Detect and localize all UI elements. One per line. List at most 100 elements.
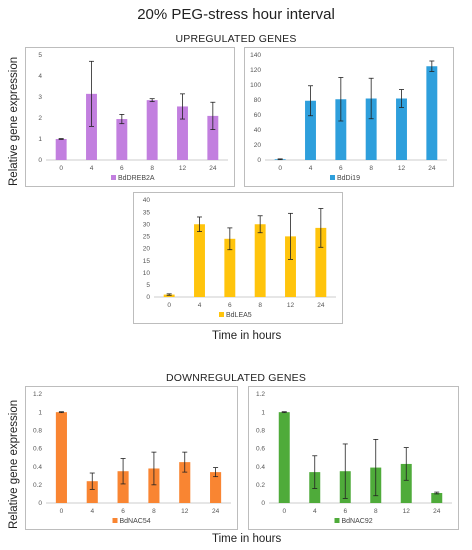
legend-label: BdDREB2A [118,175,155,182]
bar-24h [210,472,222,503]
bar-6h [116,119,128,160]
bar-chart-bdnac54: 0 0.2 0.4 0.6 0.8 1 1.2 0 4 6 8 12 24 BdNAC54 [33,391,231,525]
y-tick-label: 20 [254,142,262,149]
bar-12h [400,463,412,503]
bar-24h [426,66,438,160]
y-tick-label: 20 [143,246,151,253]
legend-label: BdNAC54 [120,518,151,525]
y-tick-label: 0.8 [33,428,42,435]
bar-12h [396,98,407,160]
x-tick-label: 0 [278,165,282,172]
y-tick-label: 1.2 [256,391,265,398]
bar-4h [86,481,98,503]
x-tick-label: 6 [121,508,125,515]
y-tick-label: 30 [143,221,151,228]
x-tick-label: 0 [167,302,171,309]
legend-swatch [334,518,340,523]
x-tick-label: 24 [317,302,325,309]
y-tick-label: 0 [146,294,150,301]
y-tick-label: 10 [143,270,151,277]
chart-panel-bdlea5: 0 5 10 15 20 25 30 35 40 0 4 6 8 12 24 BdLEA5 [133,192,343,324]
y-tick-label: 0.6 [33,446,42,453]
y-tick-label: 100 [250,82,261,89]
y-tick-label: 5 [38,52,42,59]
x-tick-label: 12 [287,302,295,309]
x-tick-label: 4 [309,165,313,172]
bar-0h [163,294,175,297]
x-tick-label: 8 [369,165,373,172]
downregulated-heading: DOWNREGULATED GENES [165,372,307,384]
y-tick-label: 0 [261,500,265,507]
x-tick-label: 6 [343,508,347,515]
x-tick-label: 12 [179,165,187,172]
x-tick-label: 24 [209,165,217,172]
y-tick-label: 25 [143,234,151,241]
x-tick-label: 6 [228,302,232,309]
x-tick-label: 0 [282,508,286,515]
bar-0h [55,412,67,503]
x-tick-label: 4 [90,165,94,172]
y-tick-label: 40 [254,127,262,134]
x-tick-label: 12 [181,508,189,515]
y-tick-label: 60 [254,112,262,119]
bar-12h [177,106,188,160]
y-tick-label: 35 [143,209,151,216]
y-axis-label-upregulated: Relative gene expression [8,56,20,186]
y-tick-label: 1 [38,409,42,416]
y-tick-label: 1.2 [33,391,42,398]
x-tick-label: 8 [258,302,262,309]
x-tick-label: 6 [120,165,124,172]
x-tick-label: 4 [313,508,317,515]
chart-panel-bddi19: 0 20 40 60 80 100 120 140 0 4 6 8 12 24 BdDi19 [244,47,454,187]
chart-panel-bdnac92: 0 0.2 0.4 0.6 0.8 1 1.2 0 4 6 8 12 24 BdNAC92 [248,386,459,530]
y-tick-label: 0 [257,157,261,164]
chart-panel-bddreb2a: 0 1 2 3 4 5 0 4 6 8 12 24 BdDREB2A [25,47,235,187]
legend-swatch [112,518,118,523]
y-tick-label: 40 [143,197,151,204]
y-tick-label: 3 [38,94,42,101]
y-tick-label: 1 [261,409,265,416]
legend-swatch [111,175,116,180]
x-tick-label: 12 [398,165,406,172]
x-tick-label: 4 [198,302,202,309]
legend-swatch [330,175,335,180]
x-tick-label: 8 [150,165,154,172]
y-tick-label: 0.2 [33,482,42,489]
x-tick-label: 0 [60,508,64,515]
y-tick-label: 0.4 [33,464,42,471]
y-tick-label: 2 [38,115,42,122]
figure-title: 20% PEG-stress hour interval [137,6,335,23]
y-tick-label: 5 [146,282,150,289]
bar-6h [335,99,347,160]
bar-8h [146,100,158,160]
x-axis-label-downregulated: Time in hours [212,533,282,545]
x-axis-label-upregulated: Time in hours [212,330,282,342]
bar-6h [117,471,129,503]
bar-4h [194,224,205,297]
x-tick-label: 24 [433,508,441,515]
bar-chart-bddi19: 0 20 40 60 80 100 120 140 0 4 6 8 12 24 BdDi19 [250,52,447,182]
bar-8h [365,98,377,160]
bar-6h [224,238,236,297]
upregulated-heading: UPREGULATED GENES [175,33,297,45]
legend-label: BdNAC92 [342,518,373,525]
bar-0h [278,412,290,503]
bar-4h [86,93,97,160]
y-tick-label: 0.2 [256,482,265,489]
legend-label: BdLEA5 [226,312,252,319]
bar-8h [254,224,266,297]
y-tick-label: 15 [143,258,151,265]
x-tick-label: 8 [374,508,378,515]
chart-panel-bdnac54: 0 0.2 0.4 0.6 0.8 1 1.2 0 4 6 8 12 24 BdNAC54 [25,386,238,530]
legend-swatch [219,312,224,317]
x-tick-label: 4 [90,508,94,515]
x-tick-label: 6 [339,165,343,172]
bar-12h [179,462,191,503]
bar-4h [305,100,316,160]
y-tick-label: 80 [254,97,262,104]
y-axis-label-downregulated: Relative gene expression [8,399,20,529]
x-tick-label: 24 [212,508,220,515]
bar-24h [431,493,443,503]
legend-label: BdDi19 [337,175,360,182]
